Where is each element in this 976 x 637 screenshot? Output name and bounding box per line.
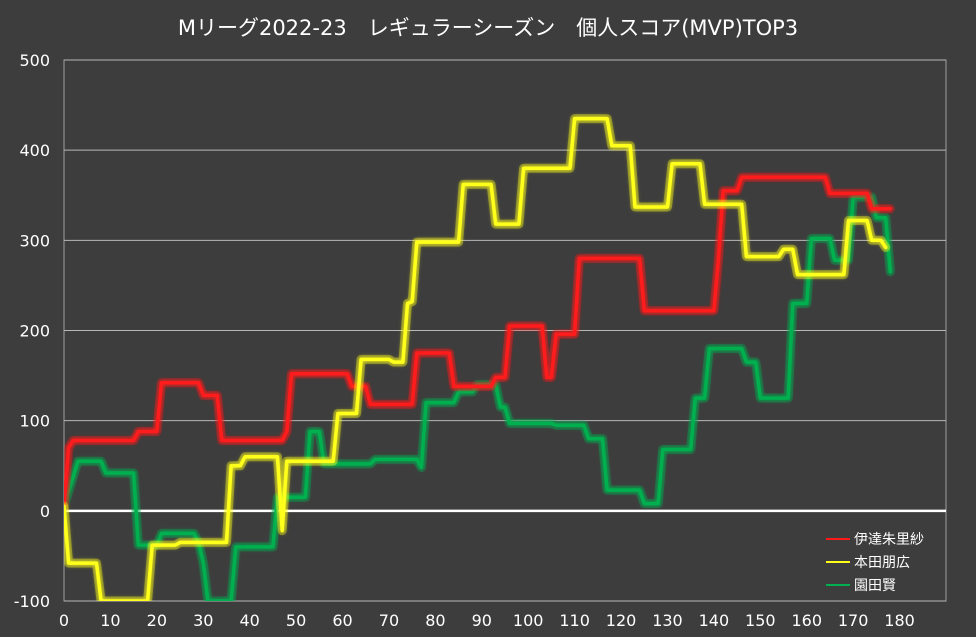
x-tick-label: 180 (884, 611, 915, 630)
x-tick-label: 150 (745, 611, 776, 630)
x-axis-ticks: 0 10 20 30 40 50 60 70 80 90 100 110 120 130 140 150 160… (59, 611, 915, 630)
legend: 伊達朱里紗 本田朋広 園田賢 (826, 527, 924, 596)
y-axis-ticks: -100 0 100 200 300 400 500 (14, 51, 50, 611)
y-tick-label: 100 (19, 412, 50, 431)
x-tick-label: 40 (240, 611, 260, 630)
x-tick-label: 0 (59, 611, 69, 630)
x-tick-label: 70 (379, 611, 399, 630)
y-tick-label: 400 (19, 141, 50, 160)
series-line-0 (64, 175, 893, 509)
x-tick-label: 110 (559, 611, 590, 630)
y-tick-label: 300 (19, 231, 50, 250)
legend-swatch-1 (826, 560, 850, 563)
y-tick-label: 200 (19, 322, 50, 341)
x-tick-label: 170 (838, 611, 869, 630)
y-tick-label: -100 (14, 592, 50, 611)
x-tick-label: 140 (699, 611, 730, 630)
x-tick-label: 100 (513, 611, 544, 630)
y-tick-label: 0 (40, 502, 50, 521)
series-layer (64, 114, 895, 601)
x-tick-label: 120 (606, 611, 637, 630)
legend-label-2: 園田賢 (854, 577, 896, 594)
legend-swatch-0 (826, 537, 850, 540)
legend-entry: 伊達朱里紗 (826, 527, 924, 550)
legend-swatch-2 (826, 583, 850, 586)
chart-title: Mリーグ2022-23 レギュラーシーズン 個人スコア(MVP)TOP3 (177, 16, 799, 40)
series-line-1 (64, 116, 888, 601)
x-tick-label: 60 (332, 611, 352, 630)
x-tick-label: 80 (425, 611, 445, 630)
series-line-glow-1 (64, 114, 891, 601)
x-tick-label: 20 (147, 611, 167, 630)
x-tick-label: 90 (472, 611, 492, 630)
legend-label-1: 本田朋広 (854, 554, 910, 571)
y-tick-label: 500 (19, 51, 50, 70)
x-tick-label: 160 (791, 611, 822, 630)
x-tick-label: 50 (286, 611, 306, 630)
legend-label-0: 伊達朱里紗 (854, 531, 924, 548)
x-tick-label: 130 (652, 611, 683, 630)
legend-entry: 園田賢 (826, 573, 924, 596)
x-tick-label: 30 (193, 611, 213, 630)
series-line-2 (64, 195, 893, 601)
legend-entry: 本田朋広 (826, 550, 924, 573)
series-line-glow-0 (64, 172, 895, 511)
x-tick-label: 10 (100, 611, 120, 630)
